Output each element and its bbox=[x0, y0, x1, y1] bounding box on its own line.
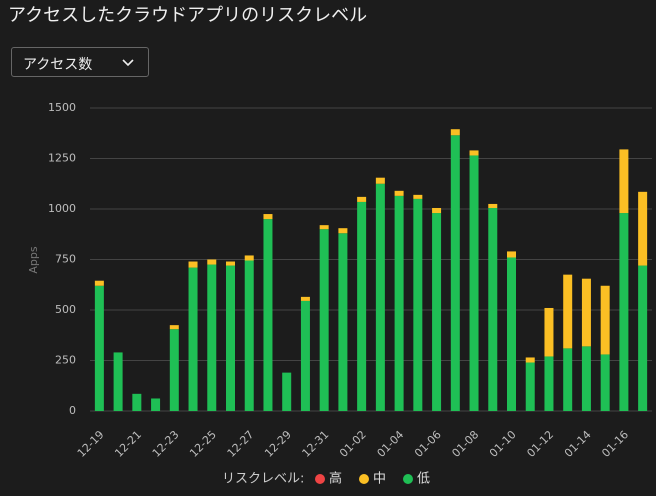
y-tick-label: 1500 bbox=[48, 101, 76, 114]
bar-segment bbox=[525, 357, 535, 363]
legend-swatch bbox=[315, 474, 325, 484]
y-axis-label: Apps bbox=[27, 246, 40, 273]
x-tick-label: 01-10 bbox=[487, 428, 519, 460]
bar-segment bbox=[226, 261, 235, 266]
legend-title: リスクレベル: bbox=[222, 472, 304, 487]
x-tick-label: 01-12 bbox=[524, 428, 556, 460]
x-tick-label: 01-16 bbox=[599, 428, 631, 460]
bar-segment bbox=[188, 267, 198, 411]
bar-segment bbox=[338, 228, 348, 234]
x-tick-label: 12-31 bbox=[300, 428, 332, 460]
bar-segment bbox=[638, 265, 648, 411]
x-tick-label: 12-25 bbox=[187, 428, 219, 460]
bar-segment bbox=[188, 261, 198, 268]
bar-segment bbox=[338, 233, 348, 411]
x-tick-label: 12-27 bbox=[225, 428, 257, 460]
bar-segment bbox=[244, 260, 254, 411]
x-tick-label: 12-21 bbox=[112, 428, 144, 460]
dropdown-label: アクセス数 bbox=[23, 57, 93, 73]
x-tick-label: 01-02 bbox=[337, 428, 369, 460]
bar-segment bbox=[450, 135, 460, 411]
bar-segment bbox=[375, 183, 385, 411]
bar-segment bbox=[638, 191, 648, 266]
y-tick-label: 1000 bbox=[48, 202, 76, 215]
y-tick-label: 500 bbox=[55, 303, 76, 316]
bar-segment bbox=[544, 356, 554, 411]
bar-segment bbox=[169, 325, 179, 330]
bar-segment bbox=[544, 307, 554, 357]
bar-segment bbox=[300, 296, 310, 301]
bar-segment bbox=[507, 257, 516, 411]
bar-segment bbox=[300, 300, 310, 411]
bar-segment bbox=[450, 129, 460, 136]
bar-segment bbox=[282, 372, 292, 411]
bar-segment bbox=[169, 329, 179, 411]
bar-segment bbox=[94, 280, 104, 286]
bar-segment bbox=[413, 198, 423, 411]
bar-segment bbox=[600, 285, 610, 355]
bar-segment bbox=[394, 190, 404, 196]
bar-segment bbox=[488, 203, 498, 208]
bar-segment bbox=[94, 285, 104, 411]
bar-segment bbox=[132, 393, 142, 411]
bar-segment bbox=[413, 194, 423, 199]
y-tick-label: 750 bbox=[55, 253, 76, 266]
x-tick-label: 01-14 bbox=[562, 428, 594, 460]
bar-segment bbox=[357, 196, 367, 202]
dropdown[interactable]: アクセス数 bbox=[11, 47, 149, 77]
bar-segment bbox=[581, 346, 591, 411]
x-tick-label: 12-29 bbox=[262, 428, 294, 460]
y-tick-label: 1250 bbox=[48, 152, 76, 165]
bar-segment bbox=[357, 201, 367, 411]
bar-segment bbox=[563, 274, 573, 349]
bar-segment bbox=[619, 213, 629, 411]
bar-segment bbox=[563, 348, 573, 411]
legend-label: 高 bbox=[329, 471, 342, 487]
x-tick-label: 12-19 bbox=[75, 428, 107, 460]
x-tick-label: 01-08 bbox=[449, 428, 481, 460]
bar-segment bbox=[319, 229, 329, 411]
legend-swatch bbox=[403, 474, 413, 484]
bar-segment bbox=[113, 352, 123, 411]
legend-label: 低 bbox=[417, 472, 430, 487]
chart-title: アクセスしたクラウドアプリのリスクレベル bbox=[8, 5, 367, 26]
bar-segment bbox=[488, 207, 498, 411]
bar-segment bbox=[469, 150, 479, 156]
bar-segment bbox=[263, 219, 273, 411]
legend-swatch bbox=[359, 474, 369, 484]
bar-segment bbox=[600, 354, 610, 411]
chevron bbox=[122, 59, 134, 67]
bar-segment bbox=[319, 225, 329, 230]
bar-segment bbox=[581, 278, 591, 347]
y-tick-label: 0 bbox=[69, 404, 76, 417]
bar-segment bbox=[394, 195, 404, 411]
bar-segment bbox=[619, 149, 629, 214]
bar-segment bbox=[375, 177, 385, 184]
bar-segment bbox=[263, 214, 273, 220]
bar-segment bbox=[432, 213, 442, 411]
legend-label: 中 bbox=[373, 472, 386, 487]
bar-segment bbox=[432, 207, 442, 214]
bar-segment bbox=[207, 264, 217, 411]
bar-segment bbox=[507, 251, 516, 258]
bar-segment bbox=[226, 265, 235, 411]
x-tick-label: 12-23 bbox=[150, 428, 182, 460]
bar-segment bbox=[525, 362, 535, 411]
x-tick-label: 01-04 bbox=[375, 428, 407, 460]
bar-segment bbox=[151, 398, 161, 411]
bar-segment bbox=[244, 255, 254, 261]
y-tick-label: 250 bbox=[55, 354, 76, 367]
bar-segment bbox=[469, 155, 479, 411]
x-tick-label: 01-06 bbox=[412, 428, 444, 460]
bar-segment bbox=[207, 259, 217, 265]
